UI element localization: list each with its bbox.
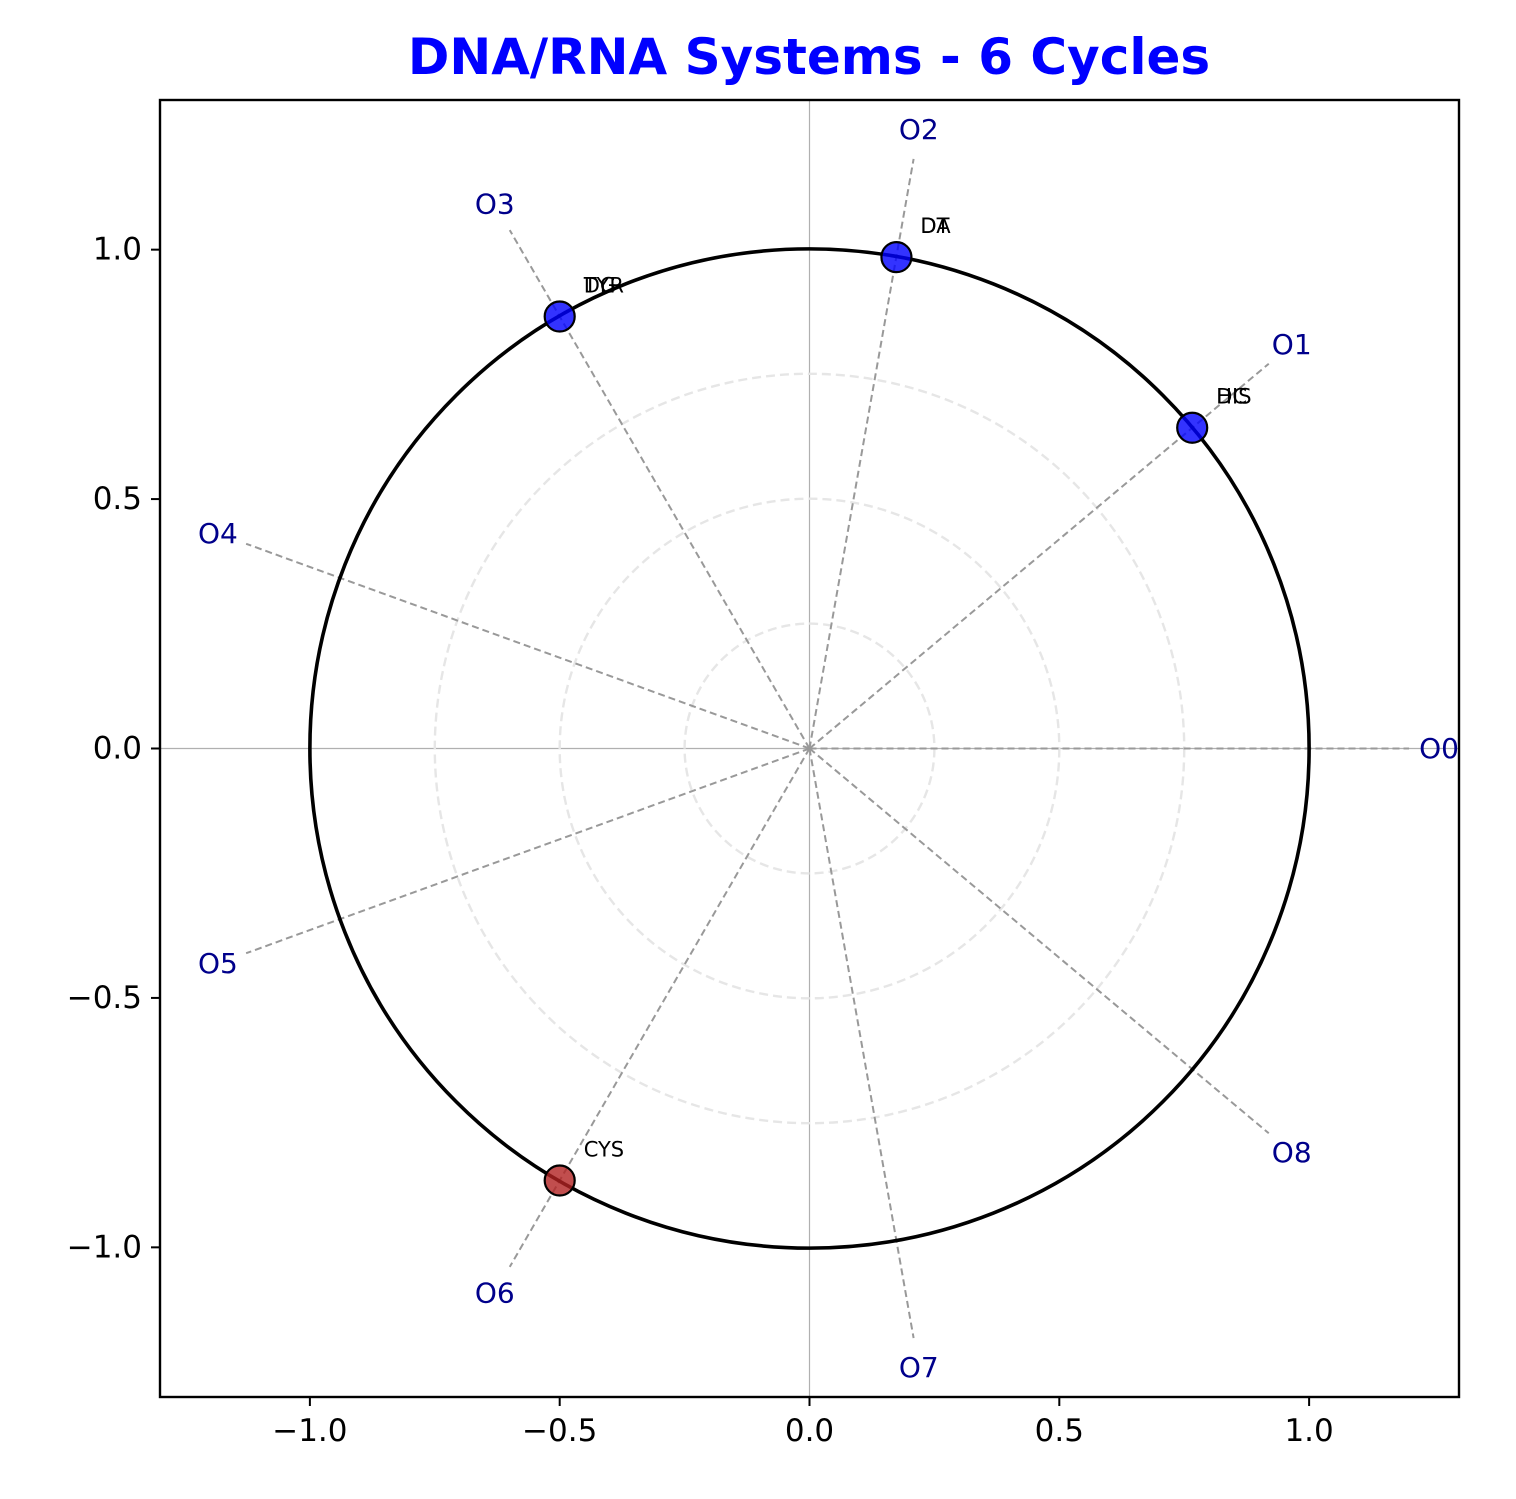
y-tick-label: 0.5 <box>93 481 142 517</box>
point-label: DC <box>1216 385 1247 409</box>
spoke-label: O0 <box>1419 732 1459 765</box>
data-point <box>1176 411 1209 444</box>
axis-layer: −1.0 −0.5 0.0 0.5 1.0 −1.0 −0.5 0.0 0.5 1.0 <box>67 98 1461 1449</box>
point-label: DT <box>920 214 949 238</box>
y-tick-label: 0.0 <box>93 731 142 767</box>
data-point <box>880 241 913 274</box>
unit-circle-layer <box>308 247 1311 1250</box>
spoke-line <box>245 542 810 750</box>
spoke-label: O7 <box>899 1351 939 1384</box>
point-label: TYR <box>583 273 624 297</box>
x-tick-label: −1.0 <box>272 1413 347 1449</box>
x-tick-label: 1.0 <box>1284 1413 1333 1449</box>
spoke-label: O3 <box>475 188 515 221</box>
spoke-label: O8 <box>1272 1136 1312 1169</box>
y-tick-label: −0.5 <box>67 980 142 1016</box>
y-tick-label: −1.0 <box>67 1229 142 1265</box>
point-label: DG <box>584 273 616 297</box>
x-tick-label: 0.0 <box>785 1413 834 1449</box>
spoke-label: O4 <box>198 517 238 550</box>
x-tick-label: 0.5 <box>1035 1413 1084 1449</box>
spoke-label: O2 <box>899 113 939 146</box>
data-point <box>543 1164 576 1197</box>
spoke-line <box>245 747 810 955</box>
spoke-label: O5 <box>198 947 238 980</box>
data-point <box>543 300 576 333</box>
x-tick-label: −0.5 <box>522 1413 597 1449</box>
point-label: DA <box>920 214 951 238</box>
y-tick-label: 1.0 <box>93 232 142 268</box>
unit-circle <box>308 247 1311 1250</box>
spoke-line <box>808 747 1270 1135</box>
spoke-label: O1 <box>1272 328 1312 361</box>
point-label: CYS <box>584 1138 624 1162</box>
grid-circle <box>558 497 1061 1000</box>
chart-title: DNA/RNA Systems - 6 Cycles <box>408 28 1210 86</box>
spoke-label: O6 <box>475 1276 515 1309</box>
point-label: HIS <box>1216 385 1251 409</box>
